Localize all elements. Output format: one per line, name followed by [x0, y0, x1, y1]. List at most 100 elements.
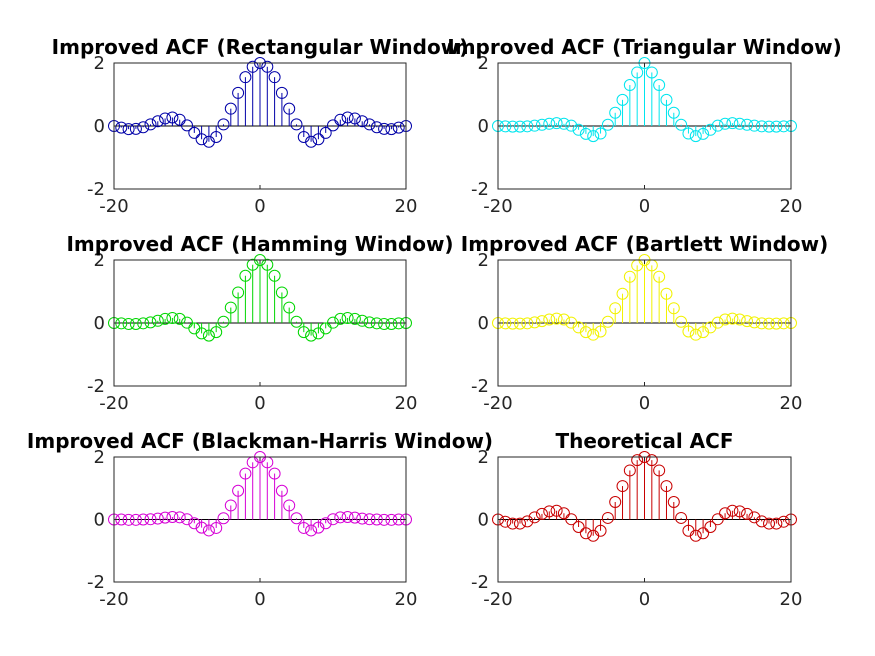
stem-marker: [770, 120, 783, 133]
stem-marker: [348, 511, 361, 524]
stem-marker: [122, 513, 135, 526]
stem-marker: [653, 270, 666, 283]
stem-marker: [334, 511, 347, 524]
stem-marker: [166, 311, 179, 324]
stem-marker: [579, 127, 592, 140]
stem-marker: [356, 115, 369, 128]
y-tick-label: 0: [478, 313, 489, 334]
stem-marker: [543, 313, 556, 326]
stem-marker: [137, 513, 150, 526]
x-tick-label: -20: [483, 196, 512, 217]
stem-marker: [543, 117, 556, 130]
y-tick-label: -2: [471, 179, 489, 200]
stem-marker: [711, 513, 724, 526]
stem-marker: [631, 66, 644, 79]
stem-marker: [689, 328, 702, 341]
stem-marker: [151, 512, 164, 525]
stem-marker: [653, 79, 666, 92]
stem-marker: [297, 326, 310, 339]
stem-marker: [748, 316, 761, 329]
stem-marker: [587, 328, 600, 341]
chart-title: Improved ACF (Triangular Window): [447, 35, 841, 59]
stem-marker: [305, 135, 318, 148]
stem-marker: [385, 317, 398, 330]
stem-marker: [719, 117, 732, 130]
y-tick-label: 2: [94, 53, 105, 74]
stem-marker: [506, 317, 519, 330]
stem-marker: [378, 317, 391, 330]
stem-marker: [667, 496, 680, 508]
stem-marker: [741, 507, 754, 520]
stem-marker: [565, 513, 578, 526]
stem-marker: [609, 496, 622, 508]
y-tick-label: 0: [478, 116, 489, 137]
stem-marker: [741, 315, 754, 328]
stem-marker: [181, 513, 193, 526]
y-tick-label: -2: [87, 572, 105, 593]
stem-marker: [210, 521, 223, 534]
stem-marker: [312, 521, 325, 534]
stem-marker: [682, 325, 695, 338]
stem-marker: [166, 511, 179, 523]
stem-marker: [579, 527, 592, 540]
stem-marker: [682, 127, 695, 140]
stem-marker: [587, 130, 600, 143]
stem-marker: [319, 126, 332, 139]
stem-marker: [268, 269, 281, 282]
stem-marker: [283, 102, 296, 115]
x-tick-label: 20: [395, 589, 418, 610]
stem-marker: [275, 484, 288, 497]
stem-marker: [616, 287, 629, 300]
stem-marker: [363, 513, 376, 526]
stem-marker: [137, 121, 150, 134]
stem-marker: [181, 119, 193, 132]
stem-marker: [521, 120, 534, 133]
y-tick-label: -2: [471, 572, 489, 593]
stem-marker: [319, 517, 332, 530]
x-tick-label: 0: [639, 589, 650, 610]
stem-marker: [535, 118, 548, 131]
stem-marker: [528, 316, 541, 329]
stem-marker: [385, 123, 398, 136]
stem-marker: [726, 117, 739, 130]
stem-marker: [609, 302, 622, 315]
stem-marker: [129, 513, 142, 526]
stem-marker: [144, 513, 157, 526]
stem-marker: [777, 515, 790, 528]
stem-marker: [290, 512, 303, 525]
stem-marker: [341, 511, 354, 523]
stem-marker: [144, 316, 157, 329]
x-tick-label: -20: [99, 393, 128, 414]
stem-marker: [129, 317, 142, 330]
x-tick-label: 0: [254, 589, 265, 610]
stem-marker: [122, 317, 135, 330]
stem-marker: [733, 505, 746, 518]
stem-marker: [210, 326, 223, 339]
stem-marker: [356, 314, 369, 327]
stem-marker: [594, 325, 607, 338]
stem-marker: [195, 133, 208, 146]
stem-marker: [623, 270, 636, 283]
stem-marker: [275, 286, 288, 299]
stem-marker: [704, 521, 717, 533]
y-tick-label: 0: [94, 313, 105, 334]
stem-marker: [217, 118, 230, 131]
x-tick-label: 0: [639, 196, 650, 217]
x-tick-label: 20: [780, 589, 803, 610]
stem-marker: [623, 79, 636, 92]
y-tick-label: 2: [478, 447, 489, 468]
stem-marker: [741, 118, 754, 131]
stem-marker: [312, 133, 325, 146]
stem-marker: [378, 122, 391, 135]
stem-marker: [719, 507, 732, 520]
stem-marker: [616, 93, 629, 106]
chart-title: Theoretical ACF: [555, 429, 733, 453]
stem-marker: [726, 504, 739, 517]
stem-marker: [770, 517, 783, 530]
stem-marker: [697, 527, 710, 540]
stem-marker: [268, 71, 281, 84]
stem-marker: [290, 315, 303, 328]
